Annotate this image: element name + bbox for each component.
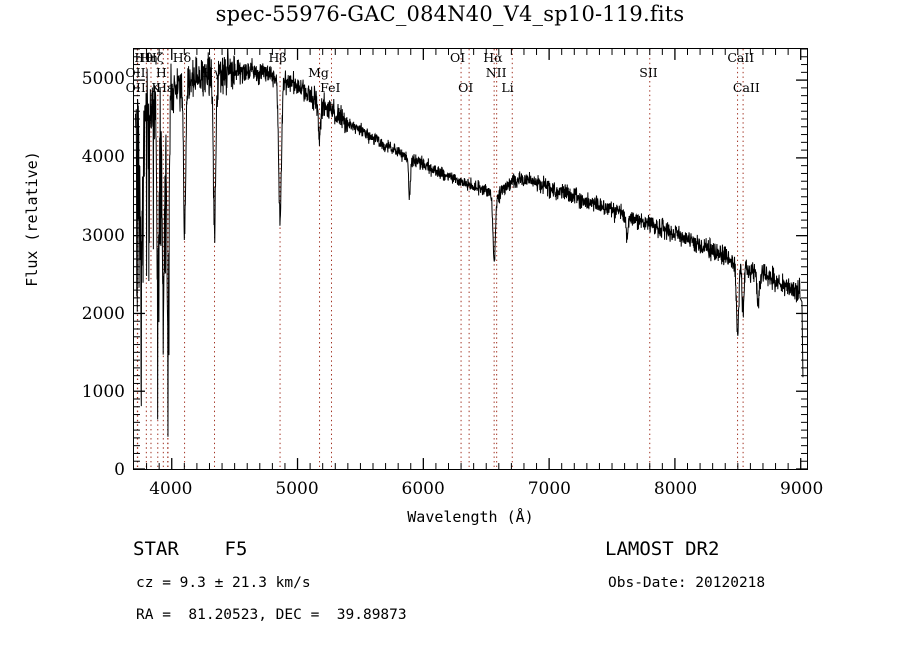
x-tick-label: 9000 (780, 479, 824, 499)
y-tick-label: 0 (114, 460, 125, 480)
spectral-line-label: OI (450, 50, 466, 65)
spectral-line-label: K (151, 80, 161, 95)
x-tick-label: 7000 (527, 479, 571, 499)
spectral-line-label: CaII (732, 80, 760, 95)
line-marker-group (136, 49, 744, 469)
spectrum-trace (135, 49, 804, 437)
spectral-line-label: CaII (727, 50, 755, 65)
spectral-line-label: NII (485, 65, 507, 80)
spectral-line-label: Hγ (202, 65, 222, 80)
page-title: spec-55976-GAC_084N40_V4_sp10-119.fits (215, 2, 685, 26)
y-tick-label: 5000 (81, 69, 125, 90)
spectral-line-label: Hε (156, 80, 174, 95)
x-tick-label: 6000 (401, 479, 445, 499)
spectral-line-label: OII (125, 65, 146, 80)
spectral-line-label: Hβ (268, 50, 287, 65)
spectral-line-label: Hζ (145, 50, 164, 65)
object-type-label: STAR F5 (133, 538, 248, 560)
spectral-line-label: OII (125, 80, 146, 95)
spectral-line-label: Hθ (134, 50, 153, 65)
x-tick-label: 4000 (149, 479, 193, 499)
spectral-line-label: Li (501, 80, 514, 95)
obs-date-label: Obs-Date: 20120218 (608, 575, 766, 591)
spectral-line-label: Hη (139, 50, 158, 65)
spectral-line-label: Mg (308, 65, 329, 80)
y-tick-label: 4000 (81, 147, 125, 168)
spectral-line-label: SII (639, 65, 658, 80)
spectral-line-label: FeI (320, 80, 341, 95)
x-tick-label: 8000 (653, 479, 698, 499)
y-tick-label: 2000 (81, 303, 125, 324)
spectral-line-label: H (155, 65, 167, 80)
spectral-line-label: Hα (483, 50, 503, 65)
x-tick-label: 5000 (275, 479, 319, 499)
y-tick-label: 1000 (81, 381, 125, 402)
spectral-line-label: OI (458, 80, 474, 95)
axis-ticks-group (134, 49, 807, 469)
redshift-label: cz = 9.3 ± 21.3 km/s (136, 575, 311, 591)
spectrum-plot-svg (134, 49, 807, 469)
survey-label: LAMOST DR2 (605, 538, 720, 560)
spectral-line-label: Hδ (172, 50, 192, 65)
plot-area (133, 48, 808, 470)
y-axis-title: Flux (relative) (23, 151, 41, 287)
y-tick-label: 3000 (81, 225, 125, 246)
coordinates-label: RA = 81.20523, DEC = 39.89873 (136, 607, 407, 623)
x-axis-title: Wavelength (Å) (407, 508, 534, 526)
